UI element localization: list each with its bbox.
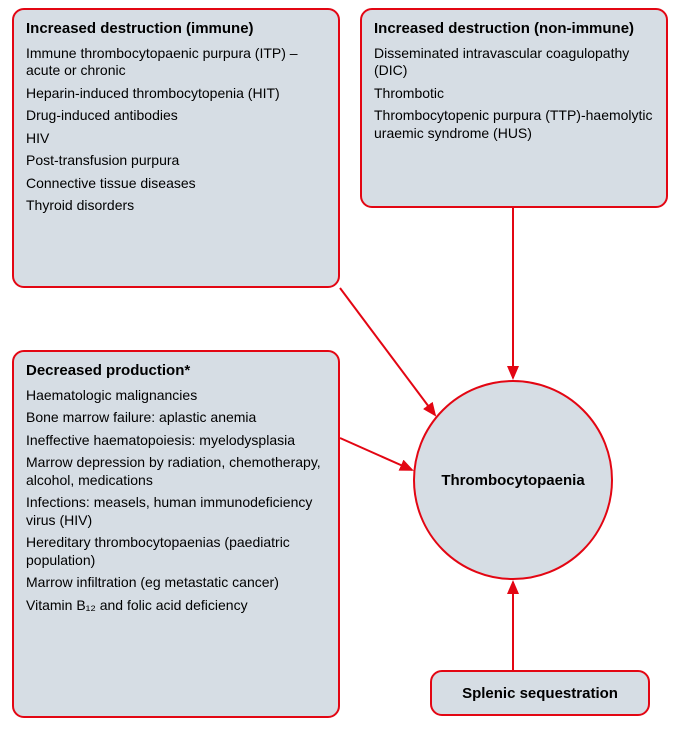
boxes.immune-item: HIV [26, 130, 326, 148]
small-box-label: Splenic sequestration [462, 685, 618, 702]
boxes.decreased-item: Bone marrow failure: aplastic anemia [26, 409, 326, 427]
boxes.decreased-item: Marrow infiltration (eg metastatic cance… [26, 574, 326, 592]
boxes.decreased-item: Infections: measels, human immunodeficie… [26, 494, 326, 529]
boxes.immune-item: Thyroid disorders [26, 197, 326, 215]
boxes.nonimmune-item: Disseminated intravascular coagulopathy … [374, 45, 654, 80]
boxes.immune-item: Drug-induced antibodies [26, 107, 326, 125]
arrow-decreased-to-circle [340, 438, 412, 470]
boxes.immune-item: Heparin-induced thrombocytopenia (HIT) [26, 85, 326, 103]
box-title-immune: Increased destruction (immune) [26, 20, 326, 39]
boxes.nonimmune-item: Thrombocytopenic purpura (TTP)-haemolyti… [374, 107, 654, 142]
box-decreased-production: Decreased production* Haematologic malig… [12, 350, 340, 718]
boxes.decreased-item: Hereditary thrombocytopaenias (paediatri… [26, 534, 326, 569]
box-items-nonimmune: Disseminated intravascular coagulopathy … [374, 45, 654, 143]
boxes.decreased-item: Vitamin B₁₂ and folic acid deficiency [26, 597, 326, 615]
boxes.immune-item: Post-transfusion purpura [26, 152, 326, 170]
box-increased-destruction-immune: Increased destruction (immune) Immune th… [12, 8, 340, 288]
box-splenic-sequestration: Splenic sequestration [430, 670, 650, 716]
circle-label: Thrombocytopaenia [441, 472, 584, 489]
box-increased-destruction-nonimmune: Increased destruction (non-immune) Disse… [360, 8, 668, 208]
box-items-immune: Immune thrombocytopaenic purpura (ITP) –… [26, 45, 326, 215]
boxes.decreased-item: Haematologic malignancies [26, 387, 326, 405]
arrow-immune-to-circle [340, 288, 435, 415]
boxes.decreased-item: Ineffective haematopoiesis: myelodysplas… [26, 432, 326, 450]
box-title-nonimmune: Increased destruction (non-immune) [374, 20, 654, 39]
boxes.immune-item: Connective tissue diseases [26, 175, 326, 193]
circle-thrombocytopaenia: Thrombocytopaenia [413, 380, 613, 580]
boxes.immune-item: Immune thrombocytopaenic purpura (ITP) –… [26, 45, 326, 80]
box-items-decreased: Haematologic malignancies Bone marrow fai… [26, 387, 326, 615]
boxes.nonimmune-item: Thrombotic [374, 85, 654, 103]
boxes.decreased-item: Marrow depression by radiation, chemothe… [26, 454, 326, 489]
box-title-decreased: Decreased production* [26, 362, 326, 381]
